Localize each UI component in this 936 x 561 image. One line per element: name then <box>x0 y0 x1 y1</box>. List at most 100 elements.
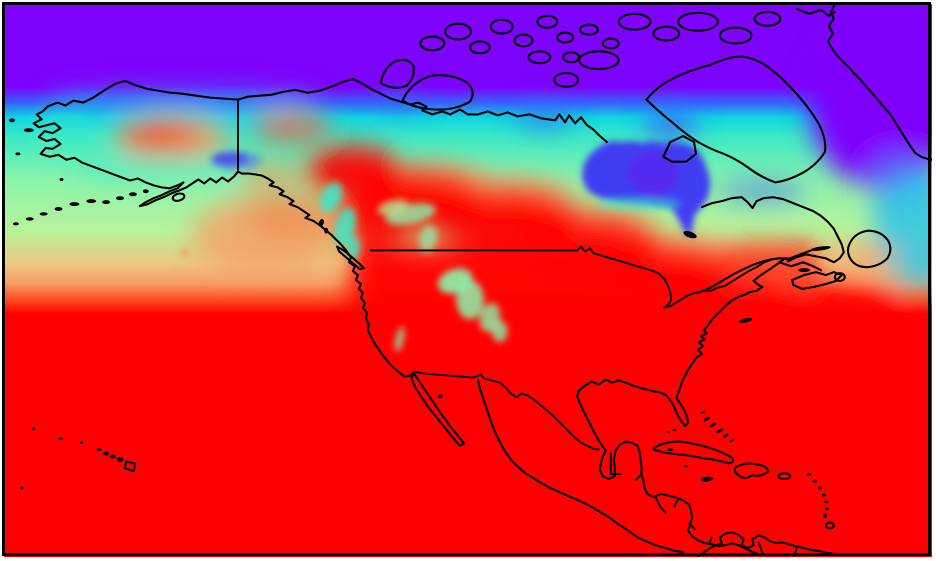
coastline-gulf-east <box>576 257 787 555</box>
bering-island <box>8 118 15 123</box>
borders-central-america <box>609 452 713 546</box>
coastline-newfoundland <box>846 229 892 269</box>
warm-yukon <box>251 110 332 143</box>
coastline-st-lawrence <box>696 249 813 294</box>
sierra-cold <box>394 326 405 352</box>
island-jamaica <box>701 476 713 482</box>
bering-island <box>15 152 21 156</box>
coastline-mexico-pacific <box>476 378 685 554</box>
warm-atlantic <box>752 283 902 336</box>
arctic-island <box>556 31 575 44</box>
bahamas-dot <box>709 422 717 428</box>
prince-edward-island <box>798 268 811 273</box>
coastline-baja-california <box>410 371 466 447</box>
arctic-island <box>578 50 620 71</box>
pacific-speck <box>79 441 83 445</box>
warm-yukon-south <box>236 163 303 188</box>
antilles-dot <box>807 472 812 476</box>
aleutian-dot <box>102 200 111 205</box>
bering-island <box>23 128 34 133</box>
rockies-cold <box>419 224 438 253</box>
gulf-of-alaska-warm <box>244 194 335 238</box>
coastline-greenland <box>826 4 932 161</box>
bahamas-dot <box>716 428 724 434</box>
warm-alaska-core <box>134 131 175 145</box>
aleutian-dot <box>128 192 137 197</box>
us-rockies-cold <box>456 280 484 320</box>
bahamas-dot <box>729 438 735 443</box>
arctic-island <box>536 14 559 29</box>
st-elias-cold-halo <box>210 150 262 171</box>
coastline-alaska-west-south <box>32 105 348 252</box>
arctic-island <box>513 33 534 48</box>
hudson-bay-fill <box>582 141 710 237</box>
aleutian-dot <box>25 217 34 221</box>
island-hawaii-big <box>123 460 136 473</box>
haida-gwaii-dot <box>318 219 324 227</box>
arctic-island <box>753 10 782 27</box>
bering-island <box>59 177 64 181</box>
arctic-island <box>578 23 599 36</box>
florida-keys-dot <box>672 428 677 431</box>
island-dots <box>8 118 831 518</box>
arctic-island <box>527 50 552 65</box>
island-cuba <box>652 440 735 465</box>
coastline-west <box>345 249 415 378</box>
coastline-baffin-island <box>645 55 827 184</box>
coastline-nova-scotia <box>791 271 843 290</box>
aleutian-dot <box>86 199 97 204</box>
arctic-island <box>444 22 473 41</box>
aleutian-dot <box>39 212 48 216</box>
beaufort-fringe <box>48 90 317 103</box>
island-kodiak <box>171 192 186 202</box>
antilles-dot <box>821 493 826 497</box>
coastline-gaspe <box>778 261 822 272</box>
pacific-speck <box>32 427 36 431</box>
pacific-speck <box>20 486 24 490</box>
arctic-island <box>468 40 491 55</box>
aleutian-dot <box>116 196 124 201</box>
pacific-speck <box>58 437 63 441</box>
coast-mountains-cold <box>319 182 343 213</box>
island-puerto-rico <box>777 472 792 481</box>
aleutian-dot <box>142 189 149 194</box>
alaska-range-cool <box>73 157 213 176</box>
us-rockies-cold <box>491 320 508 343</box>
cuba-inner-dot <box>667 448 674 452</box>
coastline-ellesmere-edge <box>796 7 836 17</box>
coastline-southampton <box>662 135 698 163</box>
long-island <box>738 318 753 323</box>
aleutian-dot <box>69 202 80 207</box>
hawaii-dot <box>96 448 102 452</box>
queen-maud-cold <box>514 105 575 130</box>
coastline-south-america <box>696 531 845 557</box>
island-hispaniola <box>733 462 770 479</box>
arctic-island <box>553 71 580 88</box>
antilles-dot <box>822 513 827 518</box>
antilles-dot <box>824 507 829 511</box>
haida-gwaii-dot <box>324 227 329 234</box>
arctic-island <box>617 12 652 31</box>
border-us-mexico <box>412 370 600 451</box>
hudson-bay-core <box>627 151 680 196</box>
lake-mistassini <box>683 231 697 239</box>
newfoundland-warm <box>831 244 902 271</box>
island-trinidad <box>824 521 835 530</box>
arctic-island <box>718 26 753 45</box>
coastline-arctic-mainland <box>46 77 608 144</box>
arctic-island <box>601 37 620 50</box>
anticosti-island <box>811 246 831 251</box>
bahamas-dot <box>700 410 706 414</box>
political-borders <box>237 98 799 557</box>
arctic-island <box>489 18 514 35</box>
antilles-dot <box>813 479 817 483</box>
gulf-california-island <box>437 394 443 399</box>
bahamas-dot <box>723 433 729 438</box>
arctic-island <box>419 35 446 52</box>
coastline-ungava-labrador <box>700 196 845 264</box>
cayman-dot <box>684 465 689 468</box>
hudson-bay-shore-fringe <box>596 197 681 212</box>
aleutian-dot <box>54 207 63 212</box>
mountain-cold-patches <box>180 150 508 352</box>
